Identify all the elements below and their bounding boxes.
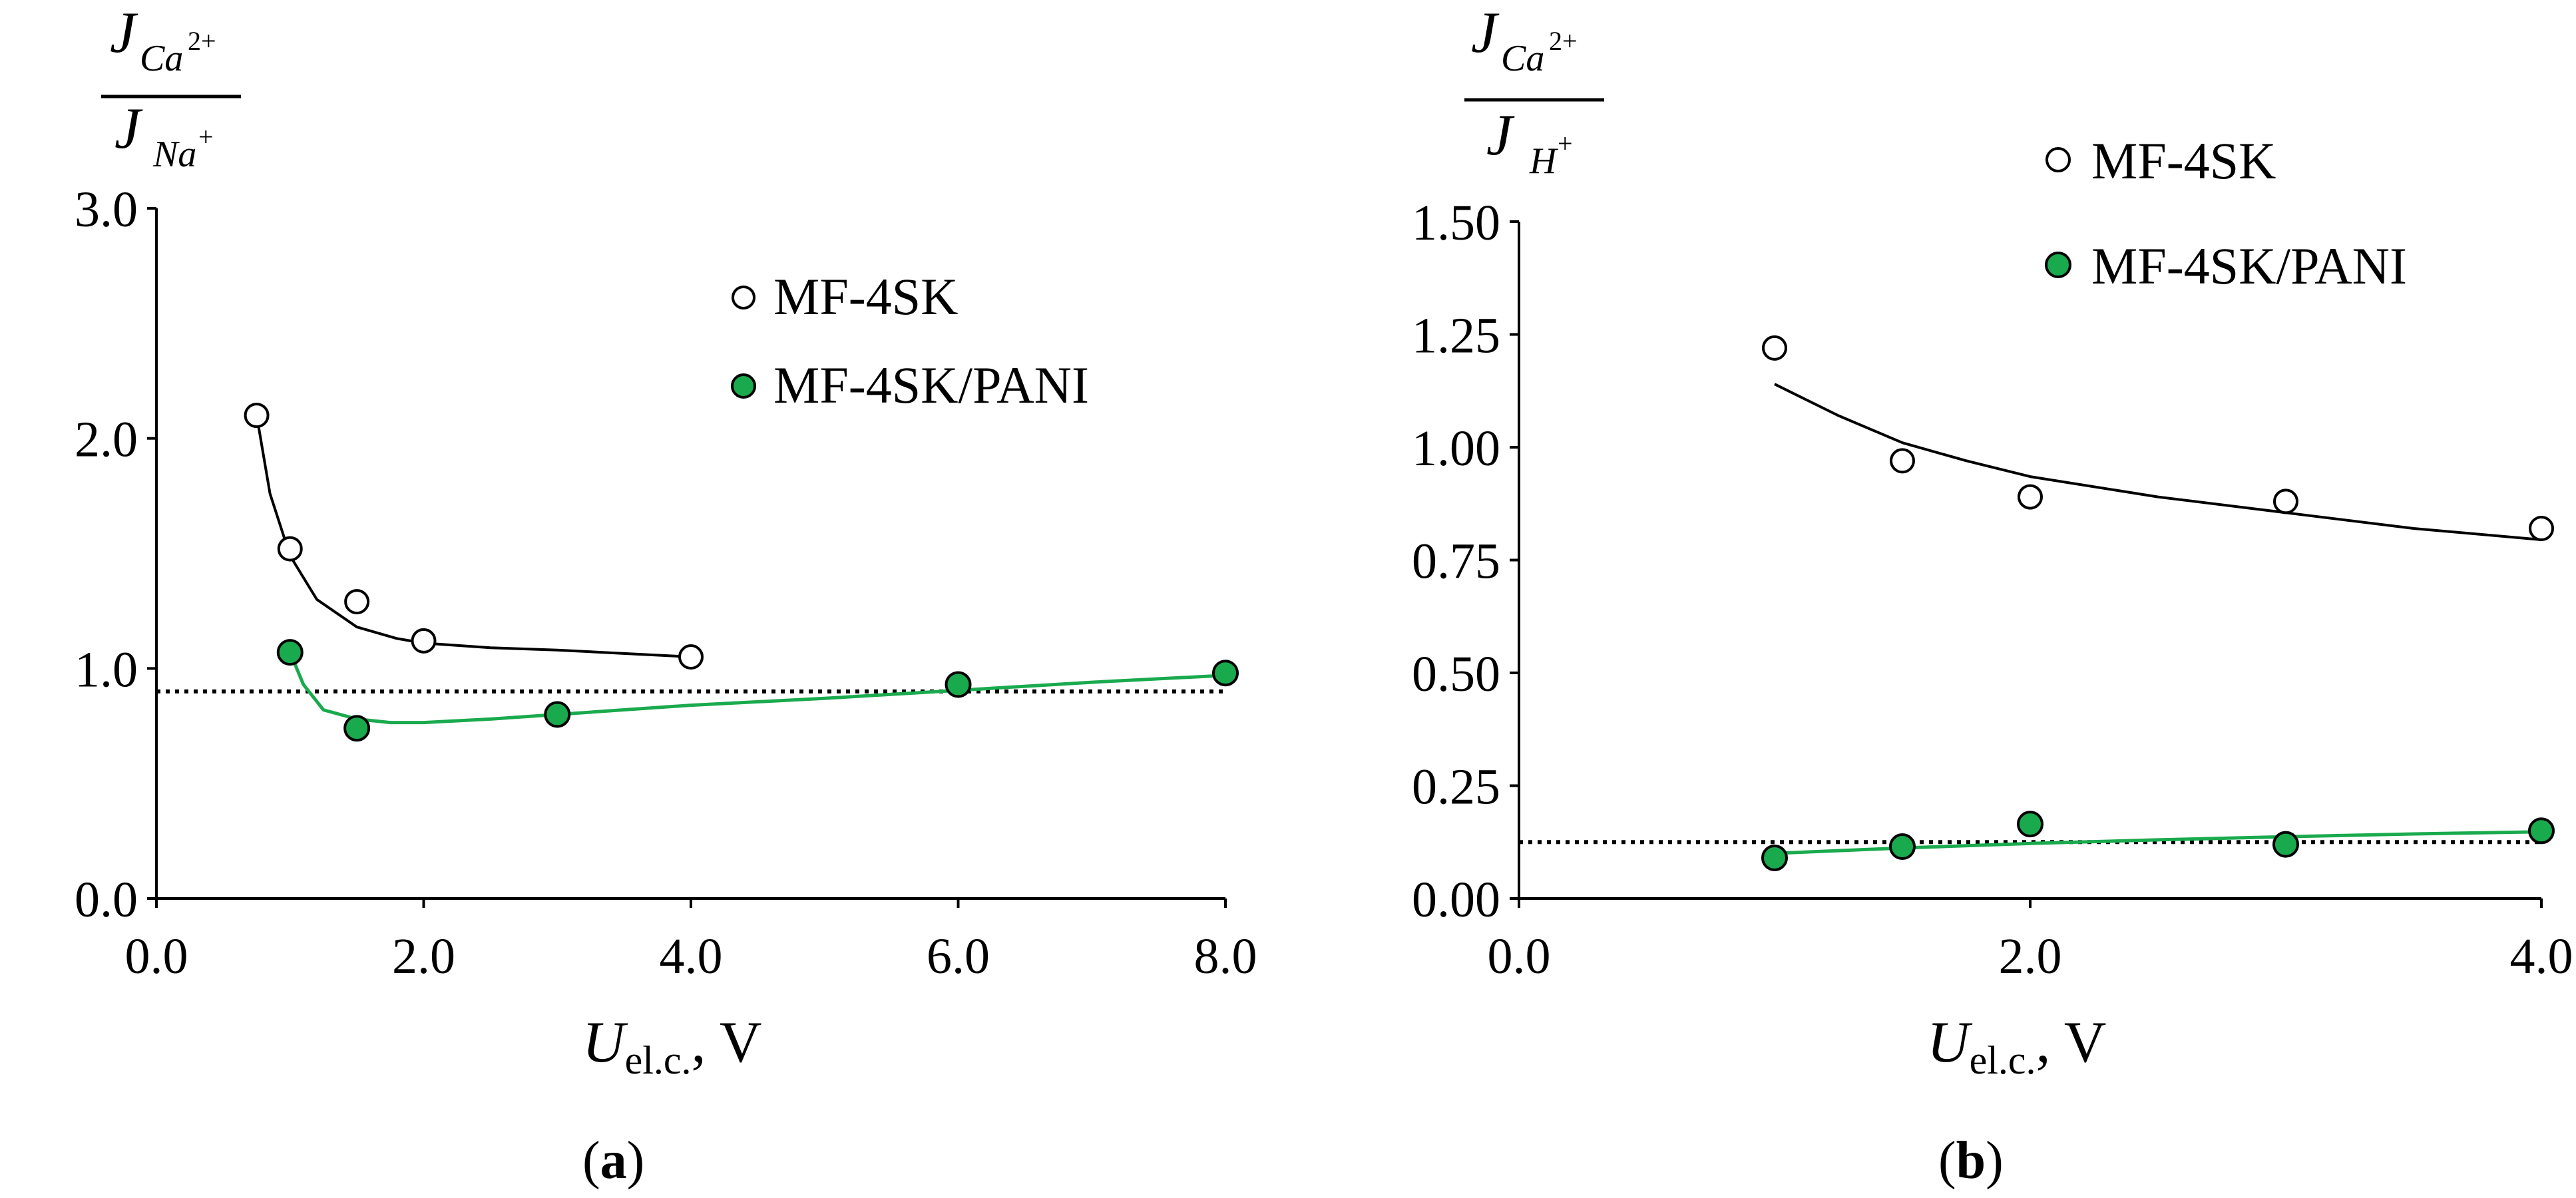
panel-b-point-mf4sk: [1762, 335, 1787, 361]
panel-a-point-mf4sk-pani: [276, 639, 304, 666]
panel-a-point-mf4sk-pani: [1212, 660, 1239, 687]
panel-b-y-tick-label: 1.25: [1412, 308, 1500, 364]
panel-a-ylabel-denominator-sub: Na: [152, 134, 196, 175]
panel-a-x-tick-label: 4.0: [660, 928, 723, 984]
panel-b-y-tick-label: 0.00: [1412, 872, 1500, 928]
panel-a-label: (a): [582, 1131, 644, 1190]
panel-b-point-mf4sk-pani: [2017, 811, 2043, 838]
panel-a-x-tick-label: 0.0: [125, 928, 188, 984]
panel-b-fit-line-mf4sk: [1774, 383, 2542, 541]
panel-a-point-mf4sk: [344, 589, 370, 615]
panel-a-x-tick-label: 2.0: [392, 928, 455, 984]
panel-b-y-tick-label: 1.00: [1412, 421, 1500, 477]
panel-b-ylabel-numerator-sub: Ca: [1501, 38, 1544, 79]
panel-a-legend-open-circle-icon: [732, 286, 755, 309]
panel-b-x-tick-label: 2.0: [1999, 928, 2062, 984]
panel-a-point-mf4sk-pani: [544, 701, 571, 728]
panel-b-xlabel-symbol: U: [1927, 1010, 1973, 1075]
panel-a-ylabel: J Ca 2+ J Na +: [101, 1, 241, 175]
panel-b-ylabel-denominator-sup: +: [1558, 128, 1573, 158]
panel-b-y-tick-label: 1.50: [1412, 195, 1500, 251]
panel-a: J Ca 2+ J Na + 0.0 1.0 2.0 3.0 0.0 2.0 4.0 6.0…: [75, 1, 1257, 1190]
panel-a-y-tick-label: 3.0: [75, 182, 138, 238]
panel-b-x-tick-label: 0.0: [1488, 928, 1551, 984]
panel-a-point-mf4sk: [277, 536, 303, 562]
panel-a-label-close: ): [627, 1131, 645, 1190]
panel-a-point-mf4sk: [244, 403, 270, 429]
panel-b-point-mf4sk: [1890, 448, 1915, 474]
panel-b-legend-filled-circle-icon: [2045, 252, 2071, 278]
panel-b-ylabel-denominator: J: [1486, 103, 1515, 168]
panel-b-ylabel-denominator-sub: H: [1529, 140, 1558, 182]
panel-a-point-mf4sk: [411, 628, 437, 654]
panel-a-y-tick-label: 1.0: [75, 642, 138, 698]
panel-b-point-mf4sk-pani: [2272, 831, 2299, 858]
panel-b-ylabel-numerator: J: [1471, 1, 1500, 65]
panel-a-legend-label-mf4sk-pani: MF-4SK/PANI: [773, 356, 1089, 414]
panel-b-ylabel: J Ca 2+ J H +: [1464, 1, 1604, 182]
panel-a-xlabel-unit: , V: [692, 1010, 762, 1075]
panel-a-ylabel-denominator-sup: +: [198, 122, 214, 152]
panel-a-point-mf4sk-pani: [343, 715, 371, 742]
panel-b-y-tick-label: 0.25: [1412, 759, 1500, 815]
panel-a-xlabel-symbol: U: [582, 1010, 628, 1075]
panel-a-label-letter: a: [600, 1131, 627, 1190]
panel-a-ylabel-denominator: J: [114, 97, 143, 161]
panel-a-x-tick-label: 6.0: [927, 928, 990, 984]
panel-a-x-tick-label: 8.0: [1194, 928, 1257, 984]
panel-b-xlabel-subscript: el.c.: [1970, 1038, 2036, 1082]
panel-b-point-mf4sk: [2273, 489, 2298, 514]
panel-a-xlabel-subscript: el.c.: [625, 1038, 692, 1082]
panel-a-xlabel: Uel.c., V: [582, 1010, 761, 1082]
panel-b-point-mf4sk-pani: [2528, 817, 2555, 845]
panel-b-legend-label-mf4sk: MF-4SK: [2091, 132, 2276, 190]
panel-a-ylabel-numerator-sup: 2+: [188, 26, 216, 56]
panel-a-legend-label-mf4sk: MF-4SK: [773, 268, 958, 325]
panel-b-point-mf4sk-pani: [1889, 833, 1916, 861]
panel-b-label-letter: b: [1956, 1131, 1986, 1190]
panel-b-point-mf4sk: [2018, 484, 2043, 510]
panel-a-ylabel-numerator-sub: Ca: [140, 38, 183, 79]
panel-a-fit-line-mf4sk: [255, 415, 692, 658]
panel-b-point-mf4sk-pani: [1761, 844, 1788, 871]
panel-b-x-tick-label: 4.0: [2510, 928, 2573, 984]
panel-b: J Ca 2+ J H + 0.00 0.25 0.50 0.75 1.00 1.25 1.…: [1412, 1, 2573, 1190]
panel-b-xlabel: Uel.c., V: [1927, 1010, 2106, 1082]
panel-a-point-mf4sk: [678, 644, 704, 670]
panel-a-label-open: (: [582, 1131, 600, 1190]
panel-a-ylabel-numerator: J: [110, 1, 138, 65]
panel-b-xlabel-unit: , V: [2036, 1010, 2107, 1075]
panel-b-ylabel-numerator-sup: 2+: [1549, 26, 1578, 56]
panel-b-label: (b): [1938, 1131, 2004, 1190]
panel-a-legend-filled-circle-icon: [731, 373, 756, 399]
panel-b-label-close: ): [1986, 1131, 2004, 1190]
panel-a-point-mf4sk-pani: [945, 671, 972, 698]
panel-b-legend-label-mf4sk-pani: MF-4SK/PANI: [2091, 237, 2407, 295]
panel-b-y-tick-label: 0.50: [1412, 646, 1500, 702]
panel-a-legend: MF-4SK MF-4SK/PANI: [731, 268, 1089, 414]
panel-b-y-tick-label: 0.75: [1412, 534, 1500, 590]
panel-a-y-tick-label: 2.0: [75, 412, 138, 468]
panel-a-fit-line-mf4sk-pani: [288, 652, 1226, 725]
panel-b-label-open: (: [1938, 1131, 1956, 1190]
panel-b-legend: MF-4SK MF-4SK/PANI: [2045, 132, 2407, 295]
panel-b-point-mf4sk: [2529, 516, 2554, 542]
panel-b-legend-open-circle-icon: [2045, 147, 2071, 172]
panel-a-y-tick-label: 0.0: [75, 872, 138, 928]
